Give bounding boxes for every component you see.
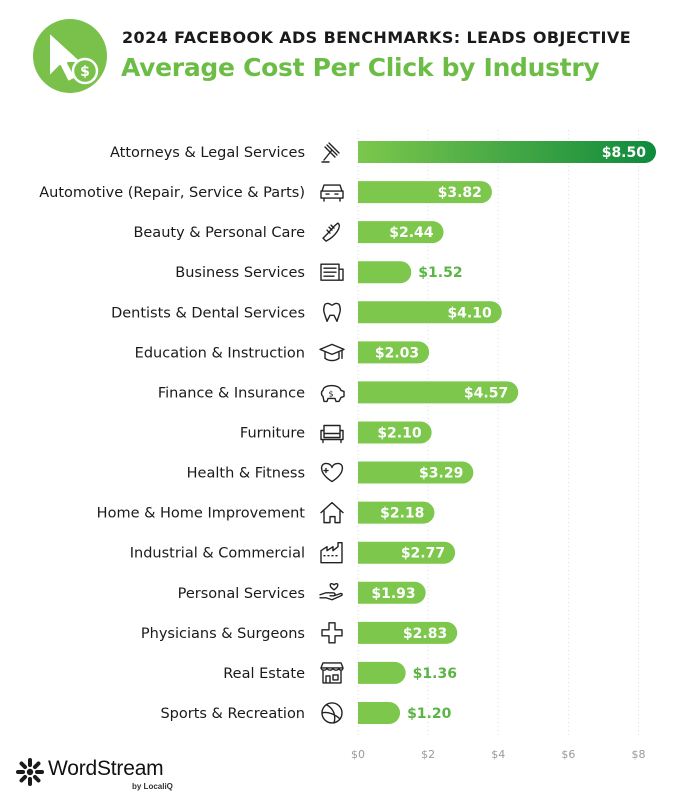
bar bbox=[358, 461, 474, 484]
ball-icon bbox=[321, 702, 343, 724]
gavel-icon bbox=[321, 142, 340, 163]
data-label: $2.18 bbox=[380, 506, 424, 522]
cursor-dollar-icon: $ bbox=[48, 31, 99, 85]
newspaper-icon bbox=[320, 263, 344, 281]
footer-byline: by LocaliQ bbox=[132, 782, 173, 791]
bar bbox=[358, 301, 502, 324]
data-label: $1.52 bbox=[418, 265, 462, 281]
tooth-icon bbox=[323, 302, 341, 322]
category-label: Health & Fitness bbox=[187, 466, 305, 482]
x-tick-label: $8 bbox=[631, 748, 645, 761]
category-label: Attorneys & Legal Services bbox=[110, 145, 305, 161]
data-label: $3.29 bbox=[419, 466, 463, 482]
svg-text:$: $ bbox=[80, 64, 90, 80]
wordstream-star-icon bbox=[16, 758, 44, 786]
data-label: $3.82 bbox=[438, 185, 482, 201]
category-label: Beauty & Personal Care bbox=[133, 225, 305, 241]
data-label: $2.77 bbox=[401, 546, 445, 562]
house-icon bbox=[320, 501, 344, 524]
category-label: Automotive (Repair, Service & Parts) bbox=[39, 185, 305, 201]
x-tick-label: $0 bbox=[351, 748, 365, 761]
bar bbox=[358, 421, 432, 444]
data-label: $2.03 bbox=[375, 345, 419, 361]
category-label: Business Services bbox=[175, 265, 305, 281]
chart-supertitle: 2024 FACEBOOK ADS BENCHMARKS: LEADS OBJE… bbox=[122, 28, 632, 47]
category-label: Physicians & Surgeons bbox=[141, 626, 305, 642]
data-label: $1.93 bbox=[371, 586, 415, 602]
bar bbox=[358, 501, 435, 524]
bar bbox=[358, 381, 519, 404]
piggy-bank-icon: $ bbox=[320, 384, 345, 403]
category-label: Education & Instruction bbox=[135, 345, 305, 361]
comb-icon bbox=[322, 222, 340, 242]
data-label: $2.44 bbox=[389, 225, 434, 241]
data-label: $4.57 bbox=[464, 385, 508, 401]
data-label: $8.50 bbox=[602, 145, 647, 161]
bar bbox=[358, 181, 492, 204]
category-label: Real Estate bbox=[223, 666, 305, 682]
bar bbox=[358, 141, 656, 163]
data-label: $1.36 bbox=[413, 666, 457, 682]
x-tick-label: $2 bbox=[421, 748, 435, 761]
bar bbox=[358, 661, 406, 684]
data-label: $2.10 bbox=[377, 425, 422, 441]
footer-brand: WordStream bbox=[48, 757, 164, 780]
chart-title: Average Cost Per Click by Industry bbox=[121, 53, 600, 82]
category-label: Finance & Insurance bbox=[158, 385, 305, 401]
x-tick-label: $6 bbox=[561, 748, 575, 761]
data-label: $1.20 bbox=[407, 706, 452, 722]
bar bbox=[358, 581, 426, 604]
medical-cross-icon bbox=[321, 622, 343, 644]
car-icon bbox=[320, 184, 344, 202]
storefront-icon bbox=[320, 662, 344, 684]
category-label: Sports & Recreation bbox=[160, 706, 305, 722]
category-label: Dentists & Dental Services bbox=[111, 305, 305, 321]
bar bbox=[358, 541, 456, 564]
category-label: Furniture bbox=[240, 425, 305, 441]
data-label: $2.83 bbox=[403, 626, 447, 642]
heart-icon bbox=[320, 462, 344, 483]
bar bbox=[358, 221, 444, 244]
category-label: Home & Home Improvement bbox=[97, 506, 306, 522]
x-tick-label: $4 bbox=[491, 748, 505, 761]
factory-icon bbox=[320, 542, 343, 564]
hand-heart-icon bbox=[319, 583, 343, 601]
category-label: Personal Services bbox=[178, 586, 305, 602]
bar bbox=[358, 621, 458, 644]
bar bbox=[358, 261, 412, 284]
category-label: Industrial & Commercial bbox=[130, 546, 305, 562]
data-label: $4.10 bbox=[447, 305, 492, 321]
logo-badge: $ bbox=[33, 19, 107, 93]
svg-text:$: $ bbox=[328, 389, 333, 398]
bar bbox=[358, 701, 401, 724]
graduation-cap-icon bbox=[319, 343, 345, 362]
bar bbox=[358, 341, 430, 364]
armchair-icon bbox=[320, 424, 344, 444]
